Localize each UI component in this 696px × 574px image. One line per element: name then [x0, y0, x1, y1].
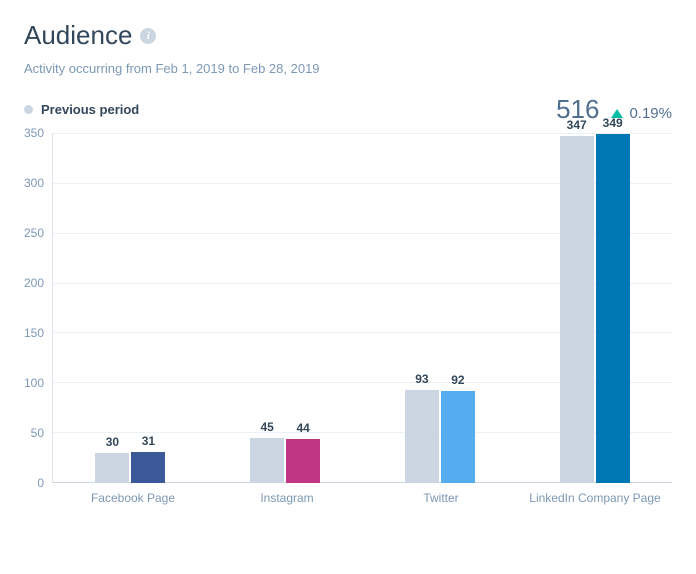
bar-prev: 93 — [405, 372, 439, 483]
bar-value-label: 44 — [296, 421, 309, 435]
date-range-subtitle: Activity occurring from Feb 1, 2019 to F… — [24, 61, 672, 76]
bar-group: 30 31 — [53, 133, 208, 483]
x-axis-label: Instagram — [210, 483, 364, 507]
bar-rect — [596, 134, 630, 483]
x-axis-label: Twitter — [364, 483, 518, 507]
bar-prev: 45 — [250, 420, 284, 483]
bar-value-label: 30 — [106, 435, 119, 449]
bar-rect — [95, 453, 129, 483]
bar-group: 347349 — [517, 133, 672, 483]
bar-rect — [131, 452, 165, 483]
legend-dot-previous — [24, 105, 33, 114]
kpi-delta-value: 0.19% — [629, 105, 672, 122]
bar-curr: 31 — [131, 434, 165, 483]
plot-area: 30 31 45 44 93 92 347349 — [52, 133, 672, 483]
bar-value-label: 349 — [603, 116, 623, 130]
bar-rect — [560, 136, 594, 483]
bar-value-label: 347 — [567, 118, 587, 132]
x-axis: Facebook PageInstagramTwitterLinkedIn Co… — [56, 483, 672, 507]
bar-prev: 347 — [560, 118, 594, 483]
bar-value-label: 93 — [415, 372, 428, 386]
page-title: Audience — [24, 20, 132, 51]
bar-rect — [286, 439, 320, 483]
bar-value-label: 31 — [142, 434, 155, 448]
legend-label-previous: Previous period — [41, 102, 139, 117]
bar-rect — [441, 391, 475, 483]
bar-group: 93 92 — [363, 133, 518, 483]
bar-value-label: 45 — [260, 420, 273, 434]
bar-groups: 30 31 45 44 93 92 347349 — [53, 133, 672, 483]
y-axis: 350300250200150100500 — [24, 133, 52, 483]
bar-rect — [250, 438, 284, 483]
bar-prev: 30 — [95, 435, 129, 483]
audience-chart: 350300250200150100500 30 31 45 44 93 92 347349… — [24, 133, 672, 507]
bar-curr: 92 — [441, 373, 475, 483]
bar-value-label: 92 — [451, 373, 464, 387]
bar-rect — [405, 390, 439, 483]
bar-group: 45 44 — [208, 133, 363, 483]
legend: Previous period — [24, 102, 139, 117]
info-icon[interactable]: i — [140, 28, 156, 44]
bar-curr: 44 — [286, 421, 320, 483]
x-axis-label: Facebook Page — [56, 483, 210, 507]
x-axis-label: LinkedIn Company Page — [518, 483, 672, 507]
bar-curr: 349 — [596, 116, 630, 483]
